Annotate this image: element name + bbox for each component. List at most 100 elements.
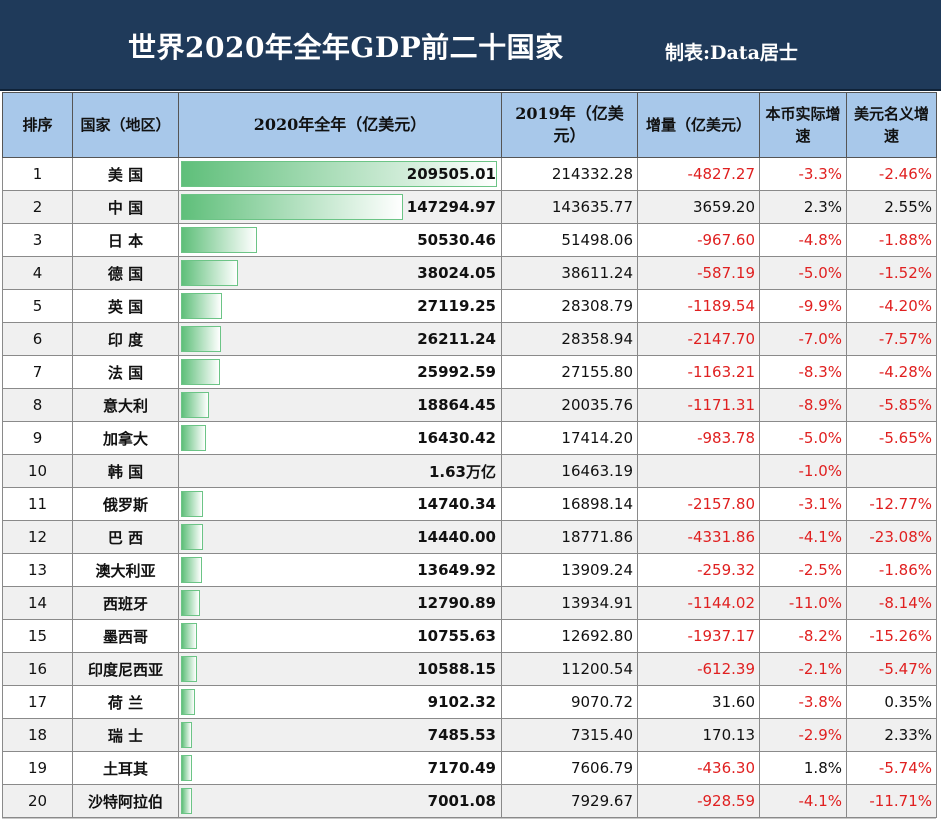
- nominal-growth-cell[interactable]: -5.85%: [846, 388, 937, 422]
- gdp-2020-cell[interactable]: 9102.32: [178, 685, 502, 719]
- country-cell[interactable]: 德 国: [72, 256, 179, 290]
- gdp-2019-cell[interactable]: 51498.06: [501, 223, 638, 257]
- delta-cell[interactable]: -967.60: [637, 223, 760, 257]
- rank-cell[interactable]: 5: [2, 289, 73, 323]
- rank-cell[interactable]: 20: [2, 784, 73, 818]
- country-cell[interactable]: 英 国: [72, 289, 179, 323]
- country-cell[interactable]: 巴 西: [72, 520, 179, 554]
- gdp-2019-cell[interactable]: 12692.80: [501, 619, 638, 653]
- gdp-2020-cell[interactable]: 50530.46: [178, 223, 502, 257]
- gdp-2019-cell[interactable]: 27155.80: [501, 355, 638, 389]
- gdp-2020-cell[interactable]: 10755.63: [178, 619, 502, 653]
- real-growth-cell[interactable]: -4.1%: [759, 520, 847, 554]
- country-cell[interactable]: 西班牙: [72, 586, 179, 620]
- col-header-gdp-2020[interactable]: 2020年全年（亿美元）: [178, 92, 502, 158]
- delta-cell[interactable]: -1189.54: [637, 289, 760, 323]
- gdp-2020-cell[interactable]: 209505.01: [178, 157, 502, 191]
- country-cell[interactable]: 韩 国: [72, 454, 179, 488]
- gdp-2019-cell[interactable]: 7929.67: [501, 784, 638, 818]
- nominal-growth-cell[interactable]: -2.46%: [846, 157, 937, 191]
- rank-cell[interactable]: 4: [2, 256, 73, 290]
- real-growth-cell[interactable]: -8.9%: [759, 388, 847, 422]
- gdp-2020-cell[interactable]: 12790.89: [178, 586, 502, 620]
- country-cell[interactable]: 俄罗斯: [72, 487, 179, 521]
- real-growth-cell[interactable]: -8.2%: [759, 619, 847, 653]
- gdp-2019-cell[interactable]: 16898.14: [501, 487, 638, 521]
- gdp-2019-cell[interactable]: 13934.91: [501, 586, 638, 620]
- gdp-2019-cell[interactable]: 7606.79: [501, 751, 638, 785]
- gdp-2020-cell[interactable]: 38024.05: [178, 256, 502, 290]
- rank-cell[interactable]: 18: [2, 718, 73, 752]
- country-cell[interactable]: 美 国: [72, 157, 179, 191]
- rank-cell[interactable]: 1: [2, 157, 73, 191]
- country-cell[interactable]: 印度尼西亚: [72, 652, 179, 686]
- delta-cell[interactable]: -983.78: [637, 421, 760, 455]
- rank-cell[interactable]: 2: [2, 190, 73, 224]
- nominal-growth-cell[interactable]: 0.35%: [846, 685, 937, 719]
- real-growth-cell[interactable]: -3.3%: [759, 157, 847, 191]
- nominal-growth-cell[interactable]: -11.71%: [846, 784, 937, 818]
- gdp-2020-cell[interactable]: 14440.00: [178, 520, 502, 554]
- gdp-2019-cell[interactable]: 28308.79: [501, 289, 638, 323]
- rank-cell[interactable]: 6: [2, 322, 73, 356]
- gdp-2019-cell[interactable]: 7315.40: [501, 718, 638, 752]
- country-cell[interactable]: 澳大利亚: [72, 553, 179, 587]
- country-cell[interactable]: 土耳其: [72, 751, 179, 785]
- nominal-growth-cell[interactable]: 2.55%: [846, 190, 937, 224]
- country-cell[interactable]: 荷 兰: [72, 685, 179, 719]
- real-growth-cell[interactable]: -5.0%: [759, 421, 847, 455]
- nominal-growth-cell[interactable]: -8.14%: [846, 586, 937, 620]
- delta-cell[interactable]: -1171.31: [637, 388, 760, 422]
- country-cell[interactable]: 加拿大: [72, 421, 179, 455]
- delta-cell[interactable]: -259.32: [637, 553, 760, 587]
- nominal-growth-cell[interactable]: -5.65%: [846, 421, 937, 455]
- real-growth-cell[interactable]: -8.3%: [759, 355, 847, 389]
- country-cell[interactable]: 中 国: [72, 190, 179, 224]
- delta-cell[interactable]: [637, 454, 760, 488]
- real-growth-cell[interactable]: 2.3%: [759, 190, 847, 224]
- delta-cell[interactable]: -1144.02: [637, 586, 760, 620]
- gdp-2019-cell[interactable]: 143635.77: [501, 190, 638, 224]
- gdp-2019-cell[interactable]: 38611.24: [501, 256, 638, 290]
- col-header-gdp-2019[interactable]: 2019年（亿美元）: [501, 92, 638, 158]
- delta-cell[interactable]: -587.19: [637, 256, 760, 290]
- rank-cell[interactable]: 10: [2, 454, 73, 488]
- rank-cell[interactable]: 12: [2, 520, 73, 554]
- nominal-growth-cell[interactable]: -5.74%: [846, 751, 937, 785]
- country-cell[interactable]: 瑞 士: [72, 718, 179, 752]
- country-cell[interactable]: 日 本: [72, 223, 179, 257]
- nominal-growth-cell[interactable]: -1.52%: [846, 256, 937, 290]
- real-growth-cell[interactable]: -4.8%: [759, 223, 847, 257]
- gdp-2019-cell[interactable]: 214332.28: [501, 157, 638, 191]
- gdp-2020-cell[interactable]: 25992.59: [178, 355, 502, 389]
- rank-cell[interactable]: 11: [2, 487, 73, 521]
- gdp-2019-cell[interactable]: 18771.86: [501, 520, 638, 554]
- nominal-growth-cell[interactable]: -5.47%: [846, 652, 937, 686]
- delta-cell[interactable]: 170.13: [637, 718, 760, 752]
- rank-cell[interactable]: 7: [2, 355, 73, 389]
- nominal-growth-cell[interactable]: 2.33%: [846, 718, 937, 752]
- rank-cell[interactable]: 17: [2, 685, 73, 719]
- delta-cell[interactable]: 3659.20: [637, 190, 760, 224]
- nominal-growth-cell[interactable]: [846, 454, 937, 488]
- real-growth-cell[interactable]: -11.0%: [759, 586, 847, 620]
- real-growth-cell[interactable]: -4.1%: [759, 784, 847, 818]
- gdp-2020-cell[interactable]: 1.63万亿: [178, 454, 502, 488]
- country-cell[interactable]: 意大利: [72, 388, 179, 422]
- real-growth-cell[interactable]: -9.9%: [759, 289, 847, 323]
- gdp-2020-cell[interactable]: 27119.25: [178, 289, 502, 323]
- real-growth-cell[interactable]: -2.9%: [759, 718, 847, 752]
- gdp-2020-cell[interactable]: 26211.24: [178, 322, 502, 356]
- real-growth-cell[interactable]: 1.8%: [759, 751, 847, 785]
- delta-cell[interactable]: 31.60: [637, 685, 760, 719]
- gdp-2020-cell[interactable]: 13649.92: [178, 553, 502, 587]
- rank-cell[interactable]: 15: [2, 619, 73, 653]
- country-cell[interactable]: 墨西哥: [72, 619, 179, 653]
- gdp-2019-cell[interactable]: 17414.20: [501, 421, 638, 455]
- real-growth-cell[interactable]: -7.0%: [759, 322, 847, 356]
- col-header-nominal-growth[interactable]: 美元名义增速: [846, 92, 937, 158]
- real-growth-cell[interactable]: -3.1%: [759, 487, 847, 521]
- nominal-growth-cell[interactable]: -15.26%: [846, 619, 937, 653]
- nominal-growth-cell[interactable]: -12.77%: [846, 487, 937, 521]
- real-growth-cell[interactable]: -3.8%: [759, 685, 847, 719]
